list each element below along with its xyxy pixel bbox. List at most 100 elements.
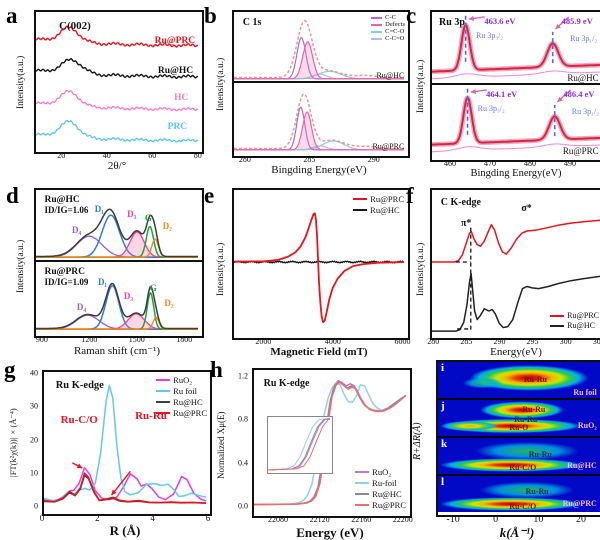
legend-label: Ru@PRC — [370, 194, 404, 204]
panel-e-chart — [234, 212, 404, 324]
sample-label: Ru foil — [573, 388, 597, 398]
x-tick-label: 280 — [427, 337, 440, 346]
panel-g-xticks: 0 2 4 6 — [40, 513, 211, 523]
x-tick-label: 2 — [95, 513, 100, 523]
legend-item: Ru@HC — [156, 397, 207, 407]
intensity-blob — [469, 440, 585, 461]
x-tick-label: 900 — [35, 335, 48, 344]
legend-swatch — [550, 314, 565, 317]
wavelet-subpanel-Ru@PRC: l Ru-Ru Ru-C/O Ru@PRC — [438, 476, 600, 512]
x-tick-label: 285 — [303, 155, 316, 164]
series-Ru@PRC — [44, 472, 206, 504]
y-tick-label: 30 — [30, 401, 38, 411]
panel-d-xticks: 900 1200 1500 1800 — [34, 335, 200, 344]
panel-a-xlabel: 2θ/° — [107, 160, 127, 172]
panel-a-plot: C(002) Ru@PRC Ru@HC HC PRC — [34, 10, 204, 154]
legend-swatch — [355, 482, 370, 484]
legend-swatch — [353, 209, 368, 211]
x-tick-label: 295 — [526, 337, 539, 346]
panel-g-ylabel: |FT(k²χ(k))|×(Å⁻⁴) — [8, 408, 18, 478]
series-main — [432, 23, 600, 73]
legend-item: Defects — [371, 21, 405, 28]
series-glow — [432, 95, 600, 148]
series-Ru-foil — [254, 381, 406, 506]
panel-wavelet-plot: i Ru-Ru Ru foil j Ru-Ru Ru-Ru Ru-O RuO₂ k Ru-Ru Ru… — [436, 360, 600, 517]
panel-h-inset-chart — [268, 418, 330, 471]
panel-d-letter: d — [6, 183, 19, 208]
x-tick-label: 6000 — [394, 337, 411, 346]
legend-label: C-C=O — [385, 35, 405, 42]
panel-h-yticks: 0.0 0.4 0.8 1.2 — [232, 368, 250, 514]
panel-b-xticks: 280 285 290 — [232, 155, 406, 164]
subpanel-letter: j — [441, 400, 445, 412]
panel-f-ylabel: Intensity(a.u.) — [416, 242, 426, 296]
legend-swatch — [550, 324, 565, 327]
shell-label: Ru-C/O — [509, 501, 537, 511]
x-tick-label: 40 — [102, 151, 111, 160]
legend-label: Ru@HC — [173, 397, 203, 407]
panel-g-legend: RuO₂ Ru foil Ru@HC Ru@PRC — [156, 375, 207, 418]
intensity-blob — [474, 480, 580, 499]
legend-swatch — [156, 412, 171, 414]
intensity-blob — [438, 458, 586, 473]
shell-label: Ru-Ru — [528, 449, 552, 459]
panel-c-xlabel: Bingding Energy(eV) — [470, 168, 562, 179]
panel-e-plot: Ru@PRC Ru@HC — [232, 188, 410, 340]
series-main — [432, 96, 600, 146]
wavelet-subpanel-Ru@HC: k Ru-Ru Ru-C/O Ru@HC — [438, 438, 600, 474]
panel-f: f Intensity(a.u.) C K-edge π* σ* Ru@PRC Ru@… — [406, 178, 600, 358]
legend-swatch — [355, 471, 370, 473]
legend-label: Ru@HC — [567, 321, 595, 330]
panel-d-top-chart — [36, 208, 198, 258]
legend-item: Ru@PRC — [550, 311, 599, 320]
panel-a-chart — [36, 25, 198, 143]
panel-c-plot: Ru 3p 463.6 eV Ru 3p₃/₂ 485.9 eV Ru 3p₁/₂ Ru@… — [430, 10, 600, 162]
legend-item: Ru@HC — [355, 489, 406, 499]
legend-swatch — [156, 401, 171, 403]
legend-item: Ru@PRC — [353, 194, 404, 204]
x-tick-label: 6 — [205, 513, 211, 523]
panel-wavelet-ylabel: R+ΔR(Å) — [412, 422, 423, 460]
legend-item: Ru@HC — [353, 205, 404, 215]
legend-item: Ru@HC — [550, 321, 599, 330]
shell-label: Ru-Ru — [523, 374, 547, 384]
panel-e-letter: e — [204, 183, 215, 208]
legend-label: Ru@HC — [372, 489, 402, 499]
y-tick-label: 0.4 — [238, 458, 248, 468]
legend-swatch — [371, 16, 383, 19]
series-envelope — [36, 208, 198, 258]
x-tick-label: 470 — [484, 159, 496, 168]
panel-c-top-chart — [432, 14, 600, 80]
series-Ru@HC — [36, 58, 198, 79]
series-Ru@PRC — [234, 212, 404, 324]
annotation-arrowhead — [470, 88, 476, 95]
legend-label: Ru foil — [173, 386, 198, 396]
panel-f-legend: Ru@PRC Ru@HC — [550, 311, 599, 330]
x-tick-label: 80 — [193, 151, 202, 160]
legend-label: RuO₂ — [173, 375, 193, 385]
panel-h-plot: Ru K-edge RuO₂ Ru-foil Ru@HC Ru@PRC — [252, 368, 412, 518]
panel-e-xlabel: Magnetic Field (mT) — [270, 346, 368, 358]
panel-h-ylabel: Normalized Xμ(E) — [216, 411, 226, 479]
subpanel-letter: k — [441, 438, 448, 450]
panel-e-ylabel: Intensity(a.u.) — [216, 242, 226, 296]
panel-c-divider — [432, 83, 600, 85]
legend-swatch — [355, 504, 370, 506]
legend-label: C=C-O — [385, 28, 405, 35]
series-Ru@PRC — [432, 219, 600, 263]
panel-d-bottom-chart — [36, 282, 198, 330]
legend-swatch — [355, 493, 370, 495]
series-Defects — [234, 111, 404, 151]
x-tick-label: 22080 — [268, 515, 288, 524]
subpanel-letter: i — [441, 362, 445, 374]
shell-label: Ru-Ru — [514, 414, 538, 424]
series-Ru@PRC — [254, 381, 406, 506]
shell-label: Ru-C/O — [509, 462, 537, 472]
x-tick-label: 290 — [367, 155, 380, 164]
series-fit — [432, 143, 600, 153]
panel-wavelet-xlabel: k(Å⁻¹) — [499, 525, 535, 540]
panel-f-chart — [432, 219, 600, 332]
series-Defects — [234, 41, 404, 80]
panel-b-top-chart — [234, 19, 404, 80]
legend-item: RuO₂ — [156, 375, 207, 385]
